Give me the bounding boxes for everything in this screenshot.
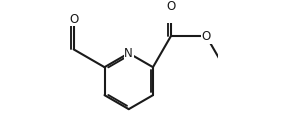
Text: O: O	[202, 30, 211, 43]
Text: O: O	[166, 0, 175, 13]
Text: N: N	[124, 47, 133, 60]
Text: O: O	[69, 13, 78, 26]
